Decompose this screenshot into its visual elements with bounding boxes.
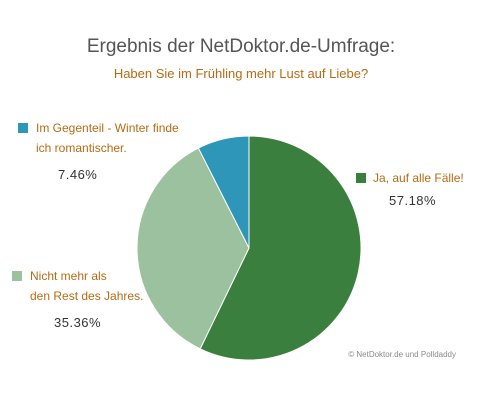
legend-label: Nicht mehr als den Rest des Jahres. [30, 269, 144, 303]
chart-subtitle: Haben Sie im Frühling mehr Lust auf Lieb… [113, 66, 369, 81]
pie-slice-yes [199, 135, 362, 361]
credit-text: © NetDoktor.de und Polldaddy [348, 350, 456, 359]
legend-entry-yes: Ja, auf alle Fälle! [356, 168, 464, 188]
pie-slice-winter [197, 135, 250, 249]
data-label-winter: 7.46% [58, 167, 98, 182]
legend-entry-no-change: Nicht mehr als den Rest des Jahres. [12, 266, 143, 306]
legend-swatch [18, 123, 28, 133]
legend-entry-winter: Im Gegenteil - Winter finde ich romantis… [18, 118, 179, 158]
pie-slice-no-change [136, 147, 250, 350]
legend-swatch [12, 271, 22, 281]
legend-swatch [356, 173, 366, 183]
legend-label: Im Gegenteil - Winter finde ich romantis… [36, 121, 179, 155]
chart-title: Ergebnis der NetDoktor.de-Umfrage: [86, 36, 396, 57]
legend-label: Ja, auf alle Fälle! [373, 171, 464, 185]
data-label-no-change: 35.36% [54, 315, 102, 330]
data-label-yes: 57.18% [389, 193, 437, 208]
